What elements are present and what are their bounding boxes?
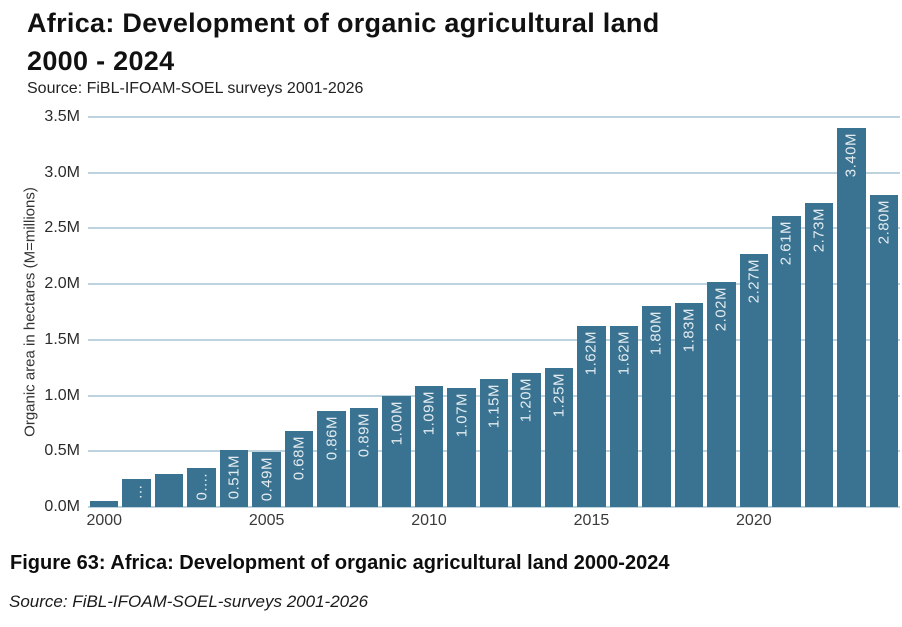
chart-title-line2: 2000 - 2024 <box>27 46 175 76</box>
y-tick-label: 3.5M <box>44 108 80 125</box>
gridline-1.5M <box>88 338 900 341</box>
y-tick-label: 0.0M <box>44 498 80 515</box>
bar-2018: 1.83M <box>674 303 704 507</box>
bar-value-label: 0.86M <box>323 416 341 461</box>
y-tick-label: 3.0M <box>44 163 80 181</box>
bar-2021: 2.61M <box>772 216 801 507</box>
y-tick-label: 1.0M <box>44 386 80 404</box>
bar-2022: 2.73M <box>804 202 834 507</box>
bar-2019: 2.02M <box>707 281 736 507</box>
chart-source-note: Source: FiBL-IFOAM-SOEL surveys 2001-202… <box>27 80 364 97</box>
bar-value-label: 0.89M <box>355 412 373 458</box>
bar-value-label: 2.80M <box>875 200 893 245</box>
bar-2000 <box>90 501 119 507</box>
x-tick-label-2015: 2015 <box>573 512 610 529</box>
bar-value-label: 2.27M <box>745 259 763 304</box>
bar-2007: 0.86M <box>317 411 346 507</box>
gridline-0.0M <box>88 506 900 508</box>
bar-value-label: 0.51M <box>225 455 243 500</box>
bar-2014: 1.25M <box>544 367 574 507</box>
bar-2024: 2.80M <box>869 195 898 507</box>
bar-2011: 1.07M <box>447 387 476 507</box>
bar-2016: 1.62M <box>609 326 639 507</box>
figure-caption-source: Source: FiBL-IFOAM-SOEL-surveys 2001-202… <box>9 592 369 611</box>
bar-2010: 1.09M <box>414 385 444 507</box>
x-tick-label-2020: 2020 <box>736 512 772 529</box>
y-tick-label: 1.5M <box>44 330 80 348</box>
bar-value-label: 2.61M <box>777 221 795 266</box>
x-tick-label-2000: 2000 <box>86 512 123 529</box>
bar-2020: 2.27M <box>739 254 769 507</box>
gridline-2.5M <box>88 227 900 230</box>
bar-2001: … <box>122 479 151 507</box>
bar-value-label: 1.20M <box>517 378 535 423</box>
bar-value-label: 1.83M <box>680 308 698 353</box>
bar-value-label: 3.40M <box>842 133 860 178</box>
gridline-3.5M <box>88 116 900 118</box>
bar-2009: 1.00M <box>382 395 411 507</box>
figure-caption: Figure 63: Africa: Development of organi… <box>10 552 670 574</box>
bar-2005: 0.49M <box>252 452 281 507</box>
x-tick-label-2005: 2005 <box>248 512 285 529</box>
bar-2013: 1.20M <box>512 373 541 507</box>
bar-value-label: 1.07M <box>453 392 470 437</box>
bar-value-label: 1.25M <box>550 372 568 417</box>
bar-2017: 1.80M <box>642 306 671 507</box>
y-tick-label: 2.0M <box>44 275 80 293</box>
bar-2023: 3.40M <box>837 128 866 507</box>
bar-value-label: 2.02M <box>712 286 730 332</box>
y-tick-label: 2.5M <box>44 219 80 237</box>
bar-value-label: 2.73M <box>810 207 828 252</box>
gridline-3.0M <box>88 171 900 174</box>
bar-2002 <box>154 473 184 507</box>
bar-value-label: 1.15M <box>485 383 503 429</box>
bar-2015: 1.62M <box>577 326 606 507</box>
bar-2008: 0.89M <box>349 407 379 507</box>
bar-2003: 0.... <box>187 468 216 507</box>
bar-2012: 1.15M <box>479 378 509 507</box>
x-tick-label-2010: 2010 <box>411 512 447 529</box>
y-tick-label: 0.5M <box>44 442 80 460</box>
bar-value-label: 1.09M <box>420 390 438 435</box>
bar-value-label: 1.80M <box>647 311 665 356</box>
bar-value-label: 1.62M <box>582 331 600 376</box>
bar-value-label: 1.62M <box>615 331 633 376</box>
bar-2006: 0.68M <box>284 431 314 507</box>
bar-value-label: 0.... <box>193 473 211 501</box>
bar-value-label: 1.00M <box>388 400 406 445</box>
bar-value-label: 0.68M <box>290 436 308 481</box>
bar-value-label: … <box>128 484 146 500</box>
gridline-2.0M <box>88 283 900 286</box>
chart-title-line1: Africa: Development of organic agricultu… <box>27 8 660 38</box>
bar-value-label: 0.49M <box>258 457 276 502</box>
bar-2004: 0.51M <box>219 450 249 507</box>
